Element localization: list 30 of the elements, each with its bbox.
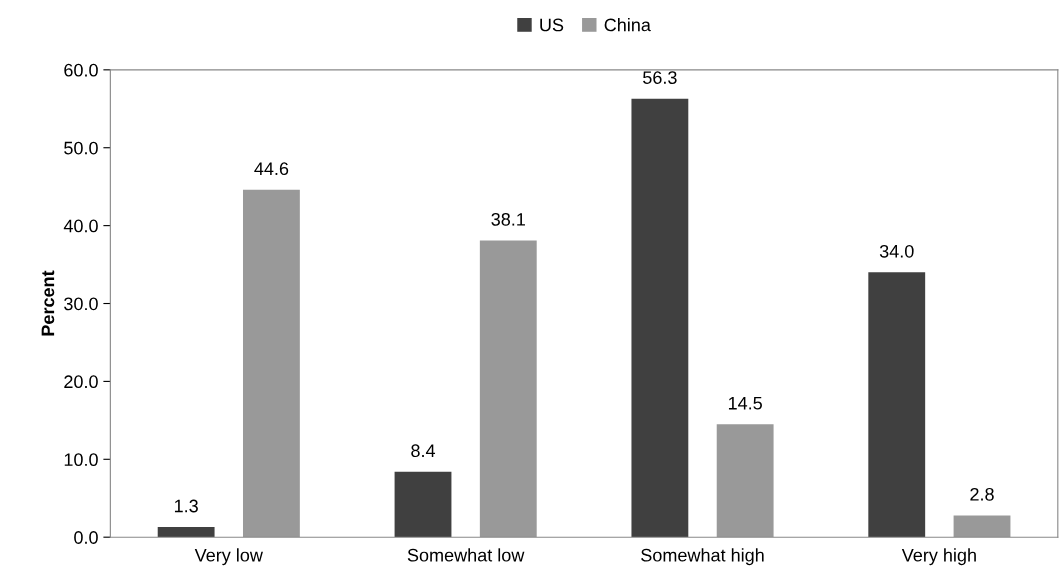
- y-tick-label: 50.0: [64, 141, 98, 155]
- y-tick-label: 60.0: [64, 63, 98, 77]
- x-tick-label: Very low: [194, 548, 263, 566]
- bar: [157, 527, 215, 538]
- y-tick-label: 30.0: [64, 297, 98, 311]
- bar: [242, 189, 300, 538]
- x-tick-label: Very high: [901, 548, 976, 566]
- data-label: 44.6: [254, 162, 289, 176]
- data-label: 14.5: [728, 396, 762, 410]
- bar: [631, 98, 689, 538]
- x-tick-label: Somewhat high: [641, 548, 764, 566]
- bar: [479, 240, 537, 538]
- bar: [868, 272, 926, 538]
- y-tick-label: 10.0: [64, 453, 98, 467]
- bar: [953, 515, 1011, 538]
- data-label: 34.0: [879, 244, 914, 258]
- data-label: 38.1: [491, 212, 525, 226]
- legend-label: China: [604, 18, 651, 32]
- y-axis-title: Percent: [41, 270, 55, 336]
- data-label: 8.4: [411, 444, 436, 458]
- y-tick-label: 20.0: [64, 375, 98, 389]
- bar: [394, 471, 452, 538]
- legend-label: US: [540, 18, 564, 32]
- data-label: 2.8: [970, 487, 994, 501]
- x-tick-label: Somewhat low: [407, 548, 525, 562]
- data-label: 1.3: [174, 499, 198, 513]
- y-tick-label: 0.0: [74, 531, 98, 544]
- bar: [716, 424, 774, 538]
- data-label: 56.3: [643, 71, 677, 84]
- y-tick-label: 40.0: [63, 219, 98, 233]
